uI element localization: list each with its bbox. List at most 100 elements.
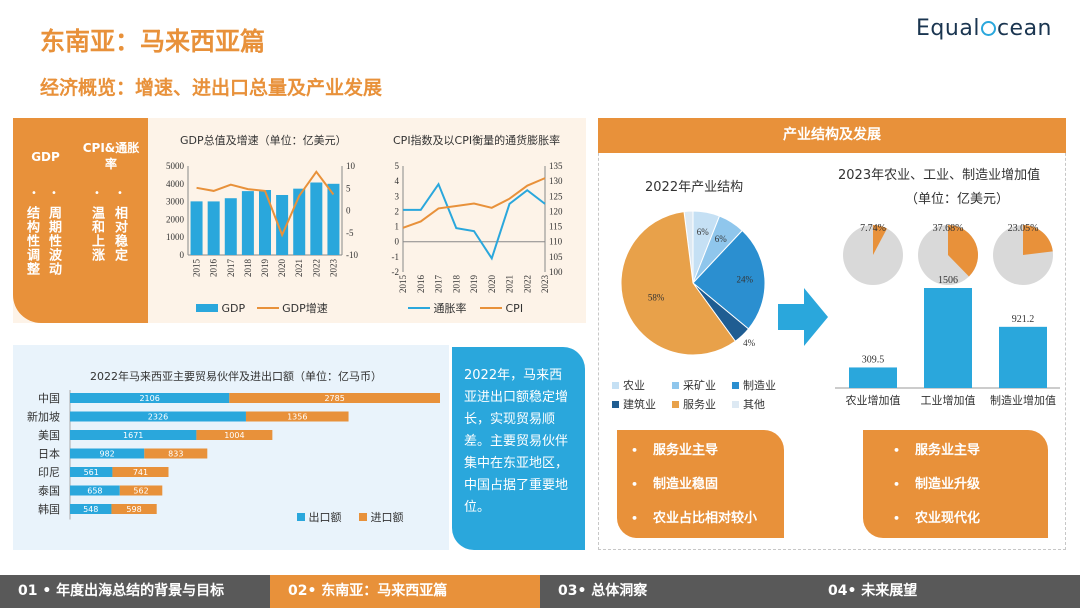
pie-legend-label: 制造业 [743,379,776,392]
partner-label: 美国 [38,429,60,442]
gdp-bar [207,201,220,255]
y2-tick-label: 100 [549,267,563,277]
x-tick-label: 2020 [487,275,497,294]
export-value-label: 1671 [123,431,143,440]
industry-summary-right: • 服务业主导 • 制造业升级 • 农业现代化 [863,430,1048,538]
value-added-title: 2023年农业、工业、制造业增加值 [838,168,1041,183]
pie-legend-swatch [672,382,679,389]
pie-legend-swatch [732,382,739,389]
pie-legend-swatch [672,401,679,408]
x-tick-label: 2018 [451,275,461,294]
import-value-label: 741 [133,468,148,477]
x-tick-label: 2015 [398,275,408,294]
y-tick-label: 4 [395,176,400,186]
legend-label-gdp: GDP [221,302,246,315]
y-tick-label: 3000 [166,197,185,207]
import-value-label: 598 [126,505,141,514]
summary-item: • 农业现代化 [893,511,981,526]
legend-swatch-gdp [196,304,218,312]
partner-label: 日本 [38,447,60,461]
nav-item-malaysia[interactable]: 02• 东南亚：马来西亚篇 [270,575,540,608]
legend-label-cpi: CPI [505,302,524,315]
x-tick-label: 2023 [328,259,338,278]
y2-tick-label: 0 [346,206,351,216]
inflation-line [403,182,546,261]
import-bar [229,393,440,403]
pie-legend-item: 农业 [612,376,672,395]
value-bar [924,288,972,388]
gdp-side-head: GDP [31,150,60,164]
import-bar [196,430,273,440]
cpi-chart-title: CPI指数及以CPI衡量的通货膨胀率 [393,134,561,147]
value-added-chart: 7.74% 309.5 农业增加值 37.68% 1506 工业增加值 23.05% 921.… [835,223,1060,407]
trade-panel [13,345,449,550]
y-tick-label: -1 [392,252,400,262]
x-tick-label: 2019 [260,259,270,278]
trade-summary-box: 2022年，马来西亚进出口额稳定增长，实现贸易顺差。主要贸易伙伴集中在东亚地区，… [452,347,585,550]
nav-item-outlook[interactable]: 04• 未来展望 [828,583,918,599]
cpi-point: 相对稳定 [112,206,127,262]
page-title: 东南亚：马来西亚篇 [40,27,266,56]
pie-slice-label: 6% [715,234,728,244]
bullet-dot: • [94,188,100,199]
nav-item-background[interactable]: 01 • 年度出海总结的背景与目标 [18,583,225,599]
category-label: 农业增加值 [846,393,901,407]
pie-legend: 农业 采矿业 制造业建筑业 服务业 其他 [612,376,792,414]
import-value-label: 2785 [324,394,344,403]
summary-item: • 农业占比相对较小 [631,511,758,526]
brand-logo: Equal cean [916,16,1052,41]
legend-swatch-export [297,513,305,521]
summary-item: • 服务业主导 [631,443,719,458]
export-value-label: 2326 [148,413,168,422]
cpi-line [402,177,546,229]
gdp-legend: GDP GDP增速 [196,300,328,316]
value-bar [999,326,1047,388]
legend-swatch-import [359,513,367,521]
y2-tick-label: 120 [549,206,563,216]
pie-legend-swatch [612,382,619,389]
y-tick-label: 4000 [166,179,185,189]
nav-item-insights[interactable]: 03• 总体洞察 [558,583,648,599]
cpi-chart: -2 -1 0 1 2 3 4 5 100 105 110 115 120 125 130 135 2015 20… [392,161,564,294]
export-bar [70,411,246,422]
y-tick-label: 5000 [166,161,185,171]
pie-legend-item: 采矿业 [672,376,732,395]
y-tick-label: 2000 [166,214,185,224]
gdp-growth-line [196,170,335,238]
x-tick-label: 2017 [434,275,444,294]
x-tick-label: 2015 [192,259,202,278]
x-tick-label: 2022 [522,275,532,293]
pie-slice-label: 2% [682,205,695,206]
legend-label-import: 进口额 [370,511,404,524]
x-tick-label: 2016 [416,275,426,294]
summary-text: 制造业升级 [915,477,981,492]
summary-sidebar [13,118,148,323]
export-bar [70,467,113,477]
y2-tick-label: 110 [549,237,563,247]
partner-label: 韩国 [38,502,60,516]
share-pie-slice [948,225,978,277]
x-tick-label: 2023 [540,275,550,294]
pie-legend-label: 农业 [623,379,645,392]
y-tick-label: 1000 [166,232,185,242]
x-tick-label: 2017 [226,259,236,278]
import-value-label: 833 [168,450,183,459]
gdp-bar [276,194,289,255]
export-bar [70,430,197,440]
page-subtitle: 经济概览：增速、进出口总量及产业发展 [40,77,383,99]
y-tick-label: 5 [395,161,400,171]
y2-tick-label: 115 [549,222,563,232]
cpi-point: 温和上涨 [89,206,104,262]
section-nav: 01 • 年度出海总结的背景与目标 02• 东南亚：马来西亚篇 03• 总体洞察… [0,575,1080,608]
legend-line-gdp-growth [256,307,279,309]
share-pie-slice [873,225,888,255]
legend-line-inflation [408,307,430,309]
x-tick-label: 2021 [294,259,304,277]
legend-label-gdp-growth: GDP增速 [282,302,328,315]
import-value-label: 1004 [224,431,244,440]
import-value-label: 1356 [287,413,307,422]
category-label: 工业增加值 [921,393,976,407]
x-tick-label: 2022 [311,259,321,277]
export-value-label: 561 [84,468,99,477]
value-label: 309.5 [862,354,885,365]
